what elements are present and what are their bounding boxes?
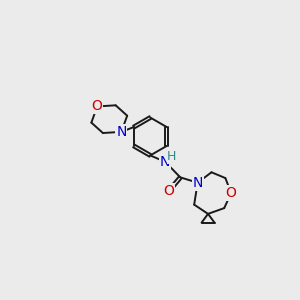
Text: N: N [116,125,127,139]
Text: O: O [163,184,174,198]
Text: H: H [167,150,176,163]
Text: N: N [193,176,203,190]
Text: N: N [160,155,170,169]
Text: O: O [92,100,103,113]
Text: O: O [226,186,237,200]
